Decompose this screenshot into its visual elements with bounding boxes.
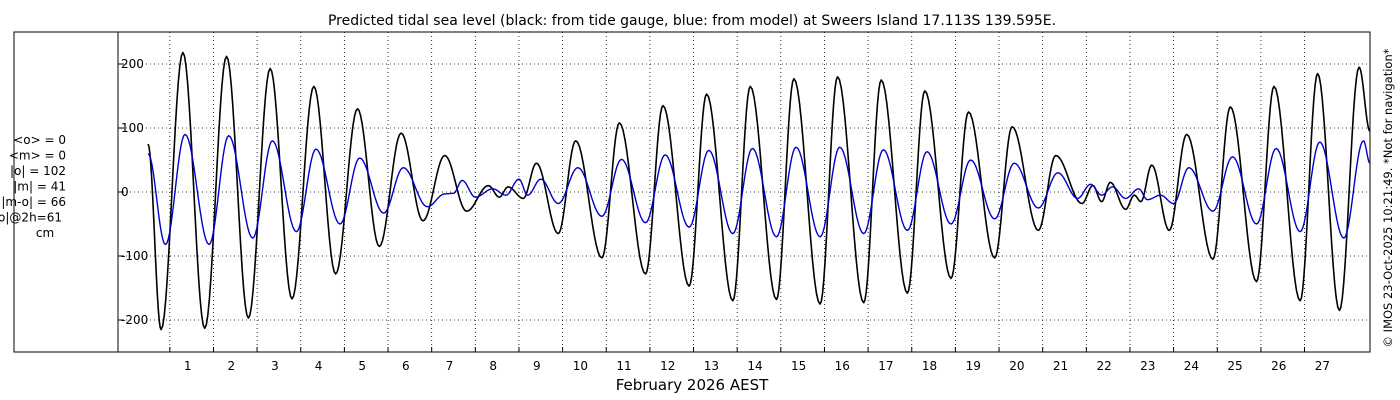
y-tick-label: 100 — [121, 121, 144, 135]
x-axis-label: February 2026 AEST — [616, 376, 769, 394]
x-tick-label: 23 — [1140, 359, 1155, 373]
x-tick-label: 19 — [966, 359, 981, 373]
x-tick-label: 15 — [791, 359, 806, 373]
x-tick-label: 3 — [271, 359, 279, 373]
stats-block: <o> = 0 <m> = 0|o| = 102 |m| = 41|m-o| = 6… — [0, 133, 66, 240]
stat-line: |o| = 102 — [10, 164, 66, 178]
x-tick-label: 22 — [1097, 359, 1112, 373]
y-tick-label: 0 — [121, 185, 129, 199]
x-tick-label: 27 — [1315, 359, 1330, 373]
x-tick-label: 20 — [1009, 359, 1024, 373]
x-tick-label: 2 — [227, 359, 235, 373]
series-line-model — [147, 133, 1371, 246]
y-tick-label: 200 — [121, 57, 144, 71]
stat-line: <m> = 0 — [9, 149, 66, 163]
x-tick-label: 6 — [402, 359, 410, 373]
x-tick-label: 17 — [878, 359, 893, 373]
x-tick-label: 13 — [704, 359, 719, 373]
x-tick-label: 12 — [660, 359, 675, 373]
y-ticks: -200 -100 0 100 200 — [118, 57, 148, 327]
y-tick-label: -100 — [121, 249, 148, 263]
x-tick-label: 21 — [1053, 359, 1068, 373]
x-tick-label: 5 — [358, 359, 366, 373]
copyright-note: © IMOS 23-Oct-2025 10:21:49. *Not for na… — [1381, 48, 1395, 347]
x-tick-label: 16 — [835, 359, 850, 373]
x-tick-label: 25 — [1227, 359, 1242, 373]
x-tick-label: 8 — [489, 359, 497, 373]
x-tick-label: 14 — [747, 359, 762, 373]
x-tick-label: 26 — [1271, 359, 1286, 373]
stat-line: |m-o| = 66 — [1, 195, 66, 209]
x-tick-label: 24 — [1184, 359, 1199, 373]
x-tick-label: 10 — [573, 359, 588, 373]
series-line-gauge — [147, 51, 1371, 331]
x-tick-label: 7 — [446, 359, 454, 373]
stat-line: cm — [36, 226, 54, 240]
grid — [118, 32, 1370, 352]
chart-title: Predicted tidal sea level (black: from t… — [328, 13, 1056, 29]
x-tick-label: 11 — [616, 359, 631, 373]
x-tick-label: 4 — [315, 359, 323, 373]
x-tick-label: 9 — [533, 359, 541, 373]
series-layer — [147, 51, 1371, 331]
stat-line: <o> = 0 — [13, 133, 66, 147]
x-tick-label: 1 — [184, 359, 192, 373]
stat-line: |m-o|@2h=61 — [0, 211, 62, 225]
x-tick-label: 18 — [922, 359, 937, 373]
y-tick-label: -200 — [121, 313, 148, 327]
stat-line: |m| = 41 — [13, 180, 66, 194]
x-ticks: 1 2 3 4 5 6 7 8 9 10 11 12 13 14 15 16 17 18 19 20 21 22 23 24 2… — [169, 347, 1330, 373]
